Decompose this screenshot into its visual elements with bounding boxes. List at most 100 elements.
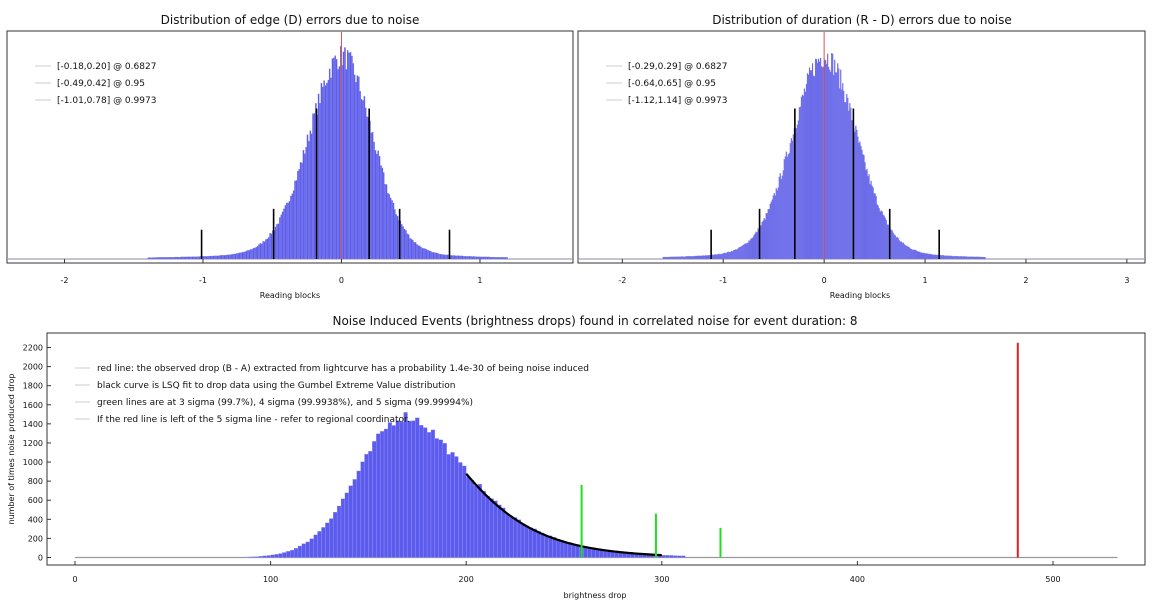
histogram-bar bbox=[946, 256, 947, 259]
histogram-bar bbox=[220, 255, 221, 259]
histogram-bar bbox=[871, 181, 872, 259]
histogram-bar bbox=[279, 217, 280, 259]
histogram-bar bbox=[348, 53, 349, 259]
histogram-bar bbox=[916, 251, 917, 259]
histogram-bar bbox=[434, 253, 435, 259]
histogram-bar bbox=[874, 193, 875, 259]
histogram-bar bbox=[329, 519, 333, 558]
histogram-bar bbox=[888, 225, 889, 259]
histogram-bar bbox=[372, 132, 373, 259]
histogram-bar bbox=[276, 224, 277, 259]
histogram-bar bbox=[427, 432, 431, 557]
histogram-bar bbox=[468, 256, 469, 259]
histogram-bar bbox=[236, 253, 237, 259]
histogram-bar bbox=[758, 228, 759, 259]
histogram-bar bbox=[714, 255, 715, 259]
histogram-bar bbox=[214, 256, 215, 259]
noise-x-axis-label: brightness drop bbox=[564, 591, 627, 600]
duration-x-axis-label: Reading blocks bbox=[830, 291, 890, 300]
x-tick-label: 300 bbox=[654, 575, 669, 584]
edge-x-axis-label: Reading blocks bbox=[260, 291, 320, 300]
x-tick-label: 500 bbox=[1045, 575, 1060, 584]
histogram-bar bbox=[188, 257, 189, 259]
histogram-bar bbox=[678, 257, 679, 259]
histogram-bar bbox=[772, 200, 773, 259]
histogram-bar bbox=[831, 53, 832, 259]
histogram-bar bbox=[674, 257, 675, 259]
histogram-bar bbox=[974, 257, 975, 259]
histogram-bar bbox=[681, 556, 685, 558]
histogram-bar bbox=[666, 257, 667, 259]
histogram-bar bbox=[901, 242, 902, 259]
histogram-bar bbox=[404, 412, 408, 557]
histogram-bar bbox=[366, 117, 367, 259]
histogram-bar bbox=[820, 58, 821, 259]
histogram-bar bbox=[940, 255, 941, 259]
histogram-bar bbox=[897, 237, 898, 259]
histogram-bar bbox=[918, 252, 919, 259]
histogram-bar bbox=[341, 499, 345, 558]
histogram-bar bbox=[412, 240, 413, 259]
histogram-bar bbox=[209, 256, 210, 259]
histogram-bar bbox=[376, 434, 380, 558]
histogram-bar bbox=[719, 254, 720, 259]
histogram-bar bbox=[887, 225, 888, 259]
histogram-bar bbox=[314, 113, 315, 259]
histogram-bar bbox=[213, 256, 214, 259]
legend-entry: If the red line is left of the 5 sigma l… bbox=[97, 415, 410, 425]
histogram-bar bbox=[431, 430, 435, 558]
histogram-bar bbox=[756, 232, 757, 259]
histogram-bar bbox=[866, 170, 867, 259]
histogram-bar bbox=[932, 255, 933, 259]
x-tick-label: 0 bbox=[72, 575, 77, 584]
histogram-bar bbox=[765, 219, 766, 259]
histogram-bar bbox=[293, 191, 294, 259]
histogram-bar bbox=[781, 179, 782, 259]
histogram-bar bbox=[886, 220, 887, 259]
histogram-bar bbox=[282, 553, 286, 558]
histogram-bar bbox=[333, 512, 337, 557]
histogram-bar bbox=[679, 257, 680, 259]
histogram-bar bbox=[362, 100, 363, 259]
duration-chart-title: Distribution of duration (R - D) errors … bbox=[712, 13, 1012, 27]
histogram-bar bbox=[783, 170, 784, 259]
histogram-bar bbox=[513, 517, 517, 557]
histogram-bar bbox=[754, 235, 755, 259]
histogram-bar bbox=[935, 255, 936, 259]
histogram-bar bbox=[459, 256, 460, 259]
histogram-bar bbox=[672, 257, 673, 259]
histogram-bar bbox=[790, 143, 791, 259]
histogram-bar bbox=[371, 133, 372, 259]
histogram-bar bbox=[848, 111, 849, 259]
histogram-bar bbox=[770, 204, 771, 259]
histogram-bar bbox=[981, 257, 982, 259]
histogram-bar bbox=[225, 255, 226, 259]
histogram-bar bbox=[443, 443, 447, 557]
histogram-bar bbox=[443, 255, 444, 259]
histogram-bar bbox=[937, 255, 938, 259]
histogram-bar bbox=[837, 63, 838, 259]
histogram-bar bbox=[325, 523, 329, 558]
histogram-bar bbox=[306, 542, 310, 558]
histogram-bar bbox=[425, 249, 426, 259]
histogram-bar bbox=[474, 257, 475, 259]
histogram-bar bbox=[179, 257, 180, 259]
histogram-bar bbox=[966, 256, 967, 259]
histogram-bar bbox=[762, 222, 763, 259]
histogram-bar bbox=[682, 256, 683, 259]
histogram-bar bbox=[458, 256, 459, 259]
histogram-bar bbox=[910, 249, 911, 259]
histogram-bar bbox=[677, 257, 678, 259]
histogram-bar bbox=[271, 234, 272, 259]
histogram-bar bbox=[880, 212, 881, 259]
histogram-bar bbox=[303, 150, 304, 259]
histogram-bar bbox=[233, 254, 234, 259]
x-tick-label: 0 bbox=[822, 276, 827, 285]
legend-entry: [-0.64,0.65] @ 0.95 bbox=[628, 79, 716, 89]
histogram-bar bbox=[734, 250, 735, 259]
histogram-bar bbox=[466, 256, 467, 259]
histogram-bar bbox=[505, 514, 509, 558]
histogram-bar bbox=[458, 462, 462, 557]
y-tick-label: 2200 bbox=[23, 344, 43, 353]
histogram-bar bbox=[819, 62, 820, 260]
